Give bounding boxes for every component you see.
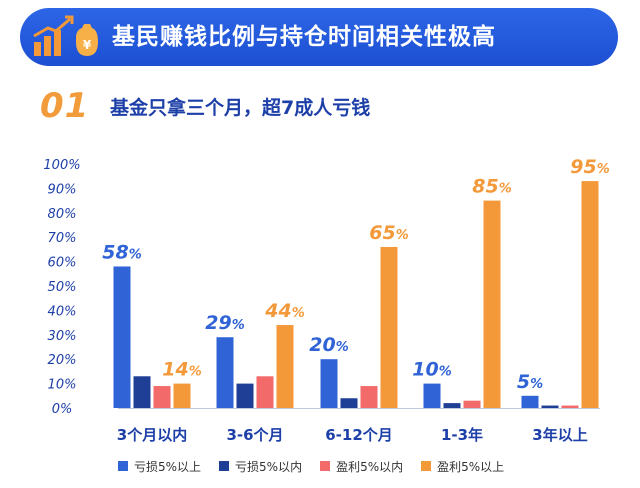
- bar-4-5: [581, 181, 599, 408]
- legend-swatch: [118, 461, 128, 471]
- legend-item: 盈利5%以内: [320, 458, 403, 475]
- bar-2-2: [236, 383, 254, 408]
- bar-2-4: [443, 403, 461, 408]
- data-label: 95%: [570, 156, 609, 178]
- title-banner: ¥ 基民赚钱比例与持仓时间相关性极高: [20, 8, 618, 66]
- svg-text:¥: ¥: [83, 38, 92, 52]
- y-tick-label: 70%: [48, 231, 77, 246]
- section-number: 01: [40, 86, 90, 126]
- bar-3-4: [463, 400, 481, 408]
- y-tick-label: 100%: [43, 158, 80, 173]
- legend-swatch: [320, 461, 331, 471]
- y-tick-label: 20%: [48, 353, 77, 368]
- banner-title: 基民赚钱比例与持仓时间相关性极高: [112, 24, 496, 50]
- bar-3-5: [561, 405, 579, 408]
- bar-1-2: [216, 337, 234, 408]
- rising-bar-chart-money-bag-icon: ¥: [33, 15, 98, 56]
- bar-3-1: [153, 386, 171, 408]
- data-label: 58%: [102, 241, 141, 263]
- y-tick-label: 50%: [48, 280, 77, 295]
- x-category-label: 3-6个月: [226, 426, 283, 444]
- bar-3-3: [360, 386, 378, 408]
- y-tick-label: 40%: [48, 304, 77, 319]
- legend-label: 亏损5%以上: [134, 459, 202, 474]
- legend-label: 盈利5%以上: [437, 459, 505, 474]
- y-tick-label: 10%: [48, 378, 77, 393]
- y-tick-label: 80%: [48, 207, 77, 222]
- bar-1-1: [113, 266, 131, 408]
- bar-4-1: [173, 383, 191, 408]
- chart-legend: 亏损5%以上 亏损5%以内 盈利5%以内 盈利5%以上: [118, 454, 522, 478]
- bar-chart: 0% 10% 20% 30% 40% 50% 60% 70% 80% 90% 100% 3个月以内 3-…: [43, 156, 609, 444]
- legend-label: 亏损5%以内: [235, 459, 303, 474]
- legend-swatch: [219, 461, 230, 471]
- y-tick-label: 60%: [48, 256, 77, 271]
- data-label: 29%: [205, 312, 244, 334]
- bar-4-4: [483, 200, 501, 408]
- data-label: 5%: [517, 371, 543, 393]
- data-label: 85%: [472, 176, 511, 198]
- bar-2-3: [340, 398, 358, 408]
- bar-2-1: [133, 376, 151, 408]
- legend-item: 盈利5%以上: [421, 458, 504, 475]
- bar-1-4: [423, 383, 441, 408]
- bar-3-2: [256, 376, 274, 408]
- data-label: 10%: [412, 359, 451, 381]
- legend-swatch: [421, 461, 432, 471]
- bar-2-5: [541, 405, 559, 408]
- x-category-label: 1-3年: [441, 426, 483, 444]
- legend-item: 亏损5%以上: [118, 458, 201, 475]
- bar-1-3: [320, 359, 338, 408]
- bar-4-3: [380, 246, 398, 408]
- data-label: 20%: [309, 334, 348, 356]
- bar-4-2: [276, 325, 294, 408]
- x-category-label: 3个月以内: [117, 426, 187, 444]
- data-label: 65%: [369, 222, 408, 244]
- legend-item: 亏损5%以内: [219, 458, 302, 475]
- legend-label: 盈利5%以内: [336, 459, 404, 474]
- x-category-label: 3年以上: [532, 426, 587, 444]
- x-category-label: 6-12个月: [325, 426, 393, 444]
- y-tick-label: 30%: [48, 329, 77, 344]
- section-title: 基金只拿三个月，超7成人亏钱: [110, 97, 371, 119]
- y-tick-label: 90%: [48, 182, 77, 197]
- data-label: 14%: [162, 359, 201, 381]
- data-label: 44%: [264, 300, 304, 322]
- bar-1-5: [521, 395, 539, 408]
- y-tick-label: 0%: [52, 402, 73, 417]
